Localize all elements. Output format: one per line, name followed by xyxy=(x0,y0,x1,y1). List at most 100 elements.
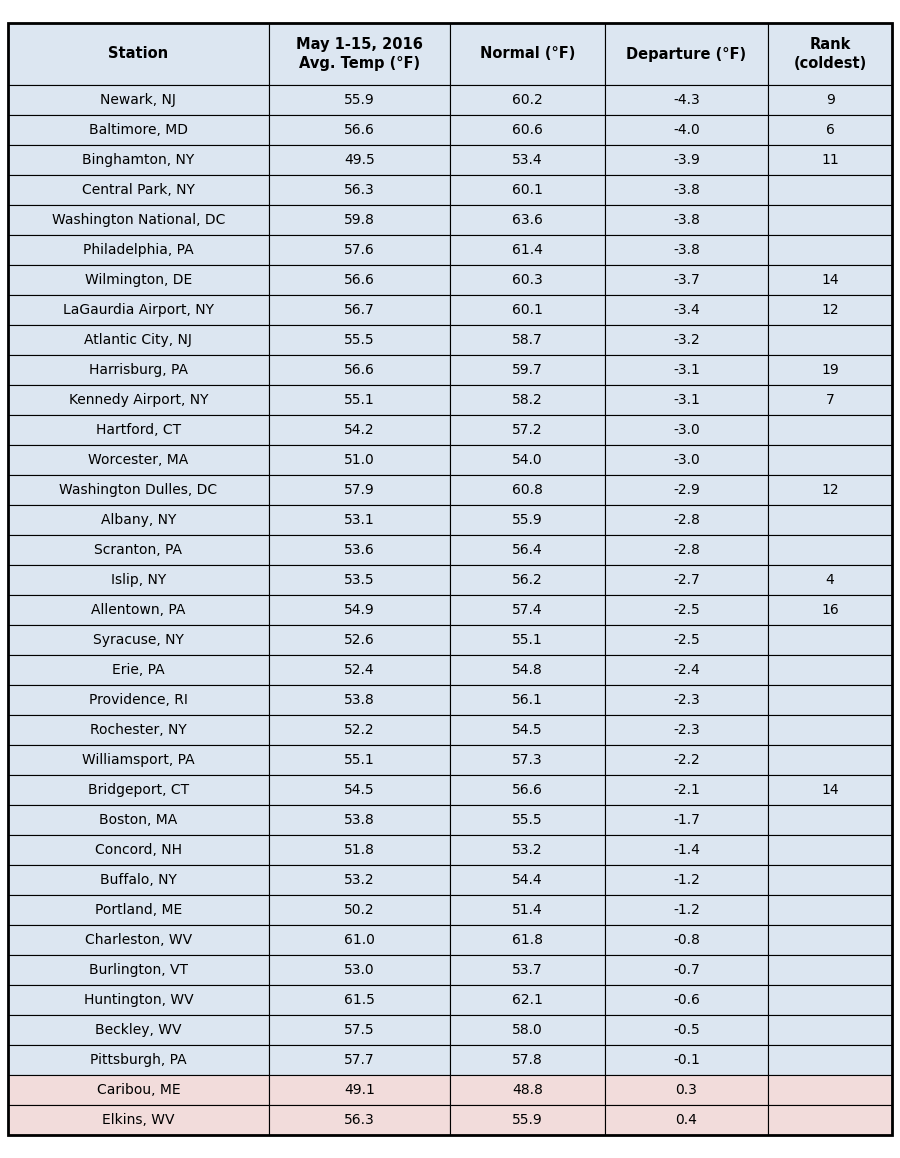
Text: -1.2: -1.2 xyxy=(673,873,700,887)
Text: 59.7: 59.7 xyxy=(512,362,543,378)
Bar xyxy=(605,415,769,445)
Text: 55.9: 55.9 xyxy=(512,1113,543,1127)
Text: -2.7: -2.7 xyxy=(673,573,700,587)
Text: -0.5: -0.5 xyxy=(673,1023,700,1038)
Bar xyxy=(769,445,892,475)
Text: LaGaurdia Airport, NY: LaGaurdia Airport, NY xyxy=(63,303,214,317)
Bar xyxy=(605,235,769,265)
Text: Scranton, PA: Scranton, PA xyxy=(94,543,183,557)
Bar xyxy=(269,865,450,895)
Text: 0.4: 0.4 xyxy=(676,1113,698,1127)
Bar xyxy=(605,295,769,325)
Bar xyxy=(769,625,892,655)
Text: 56.7: 56.7 xyxy=(344,303,374,317)
Bar xyxy=(269,595,450,625)
Text: 57.9: 57.9 xyxy=(344,483,374,497)
Text: -0.6: -0.6 xyxy=(673,994,700,1007)
Bar xyxy=(605,265,769,295)
Text: Allentown, PA: Allentown, PA xyxy=(91,603,185,617)
Bar xyxy=(605,565,769,595)
Text: Williamsport, PA: Williamsport, PA xyxy=(82,753,194,767)
Bar xyxy=(8,295,269,325)
Bar xyxy=(450,384,605,415)
Bar xyxy=(450,714,605,745)
Bar xyxy=(769,415,892,445)
Bar xyxy=(8,235,269,265)
Text: 49.1: 49.1 xyxy=(344,1083,374,1097)
Text: Washington Dulles, DC: Washington Dulles, DC xyxy=(59,483,218,497)
Bar xyxy=(769,475,892,505)
Text: -2.5: -2.5 xyxy=(673,603,700,617)
Bar xyxy=(769,925,892,955)
Bar xyxy=(269,115,450,145)
Text: 54.5: 54.5 xyxy=(344,783,374,797)
Text: 54.5: 54.5 xyxy=(512,723,543,736)
Text: Huntington, WV: Huntington, WV xyxy=(84,994,194,1007)
Text: Philadelphia, PA: Philadelphia, PA xyxy=(83,243,194,257)
Text: -3.2: -3.2 xyxy=(673,334,700,347)
Text: -3.8: -3.8 xyxy=(673,243,700,257)
Text: Rank
(coldest): Rank (coldest) xyxy=(794,37,867,71)
Bar xyxy=(769,23,892,85)
Text: Binghamton, NY: Binghamton, NY xyxy=(82,153,194,167)
Bar xyxy=(8,85,269,115)
Bar xyxy=(8,265,269,295)
Text: 52.4: 52.4 xyxy=(344,664,374,677)
Text: Buffalo, NY: Buffalo, NY xyxy=(100,873,176,887)
Bar xyxy=(769,865,892,895)
Bar xyxy=(605,595,769,625)
Bar xyxy=(769,205,892,235)
Bar xyxy=(269,625,450,655)
Bar xyxy=(269,475,450,505)
Bar xyxy=(769,265,892,295)
Text: 59.8: 59.8 xyxy=(344,213,374,227)
Text: 14: 14 xyxy=(822,783,839,797)
Text: May 1-15, 2016
Avg. Temp (°F): May 1-15, 2016 Avg. Temp (°F) xyxy=(296,37,423,71)
Text: 60.6: 60.6 xyxy=(512,123,543,137)
Bar xyxy=(269,445,450,475)
Text: 19: 19 xyxy=(821,362,839,378)
Bar xyxy=(605,145,769,175)
Text: 57.7: 57.7 xyxy=(344,1053,374,1067)
Text: -3.4: -3.4 xyxy=(673,303,700,317)
Text: 16: 16 xyxy=(821,603,839,617)
Bar xyxy=(450,415,605,445)
Bar xyxy=(8,505,269,535)
Text: 61.4: 61.4 xyxy=(512,243,543,257)
Text: -2.1: -2.1 xyxy=(673,783,700,797)
Text: Harrisburg, PA: Harrisburg, PA xyxy=(89,362,188,378)
Text: 61.5: 61.5 xyxy=(344,994,374,1007)
Bar xyxy=(269,145,450,175)
Bar xyxy=(8,356,269,384)
Text: 55.1: 55.1 xyxy=(512,633,543,647)
Text: -1.2: -1.2 xyxy=(673,903,700,917)
Text: 55.5: 55.5 xyxy=(512,813,543,827)
Text: 55.5: 55.5 xyxy=(344,334,374,347)
Text: 55.1: 55.1 xyxy=(344,753,374,767)
Text: Concord, NH: Concord, NH xyxy=(94,843,182,857)
Text: 51.0: 51.0 xyxy=(344,453,374,467)
Bar xyxy=(769,745,892,775)
Bar xyxy=(269,835,450,865)
Text: 53.5: 53.5 xyxy=(344,573,374,587)
Bar xyxy=(769,295,892,325)
Bar xyxy=(605,475,769,505)
Text: Portland, ME: Portland, ME xyxy=(94,903,182,917)
Text: 53.2: 53.2 xyxy=(344,873,374,887)
Bar xyxy=(269,775,450,805)
Text: -2.9: -2.9 xyxy=(673,483,700,497)
Bar xyxy=(269,895,450,925)
Text: 57.4: 57.4 xyxy=(512,603,543,617)
Bar xyxy=(605,1075,769,1105)
Text: Elkins, WV: Elkins, WV xyxy=(102,1113,175,1127)
Text: 60.2: 60.2 xyxy=(512,93,543,107)
Text: 57.5: 57.5 xyxy=(344,1023,374,1038)
Bar xyxy=(8,895,269,925)
Bar xyxy=(269,805,450,835)
Bar xyxy=(269,23,450,85)
Bar xyxy=(605,805,769,835)
Text: 7: 7 xyxy=(825,393,834,406)
Bar xyxy=(769,175,892,205)
Text: 62.1: 62.1 xyxy=(512,994,543,1007)
Text: 53.6: 53.6 xyxy=(344,543,374,557)
